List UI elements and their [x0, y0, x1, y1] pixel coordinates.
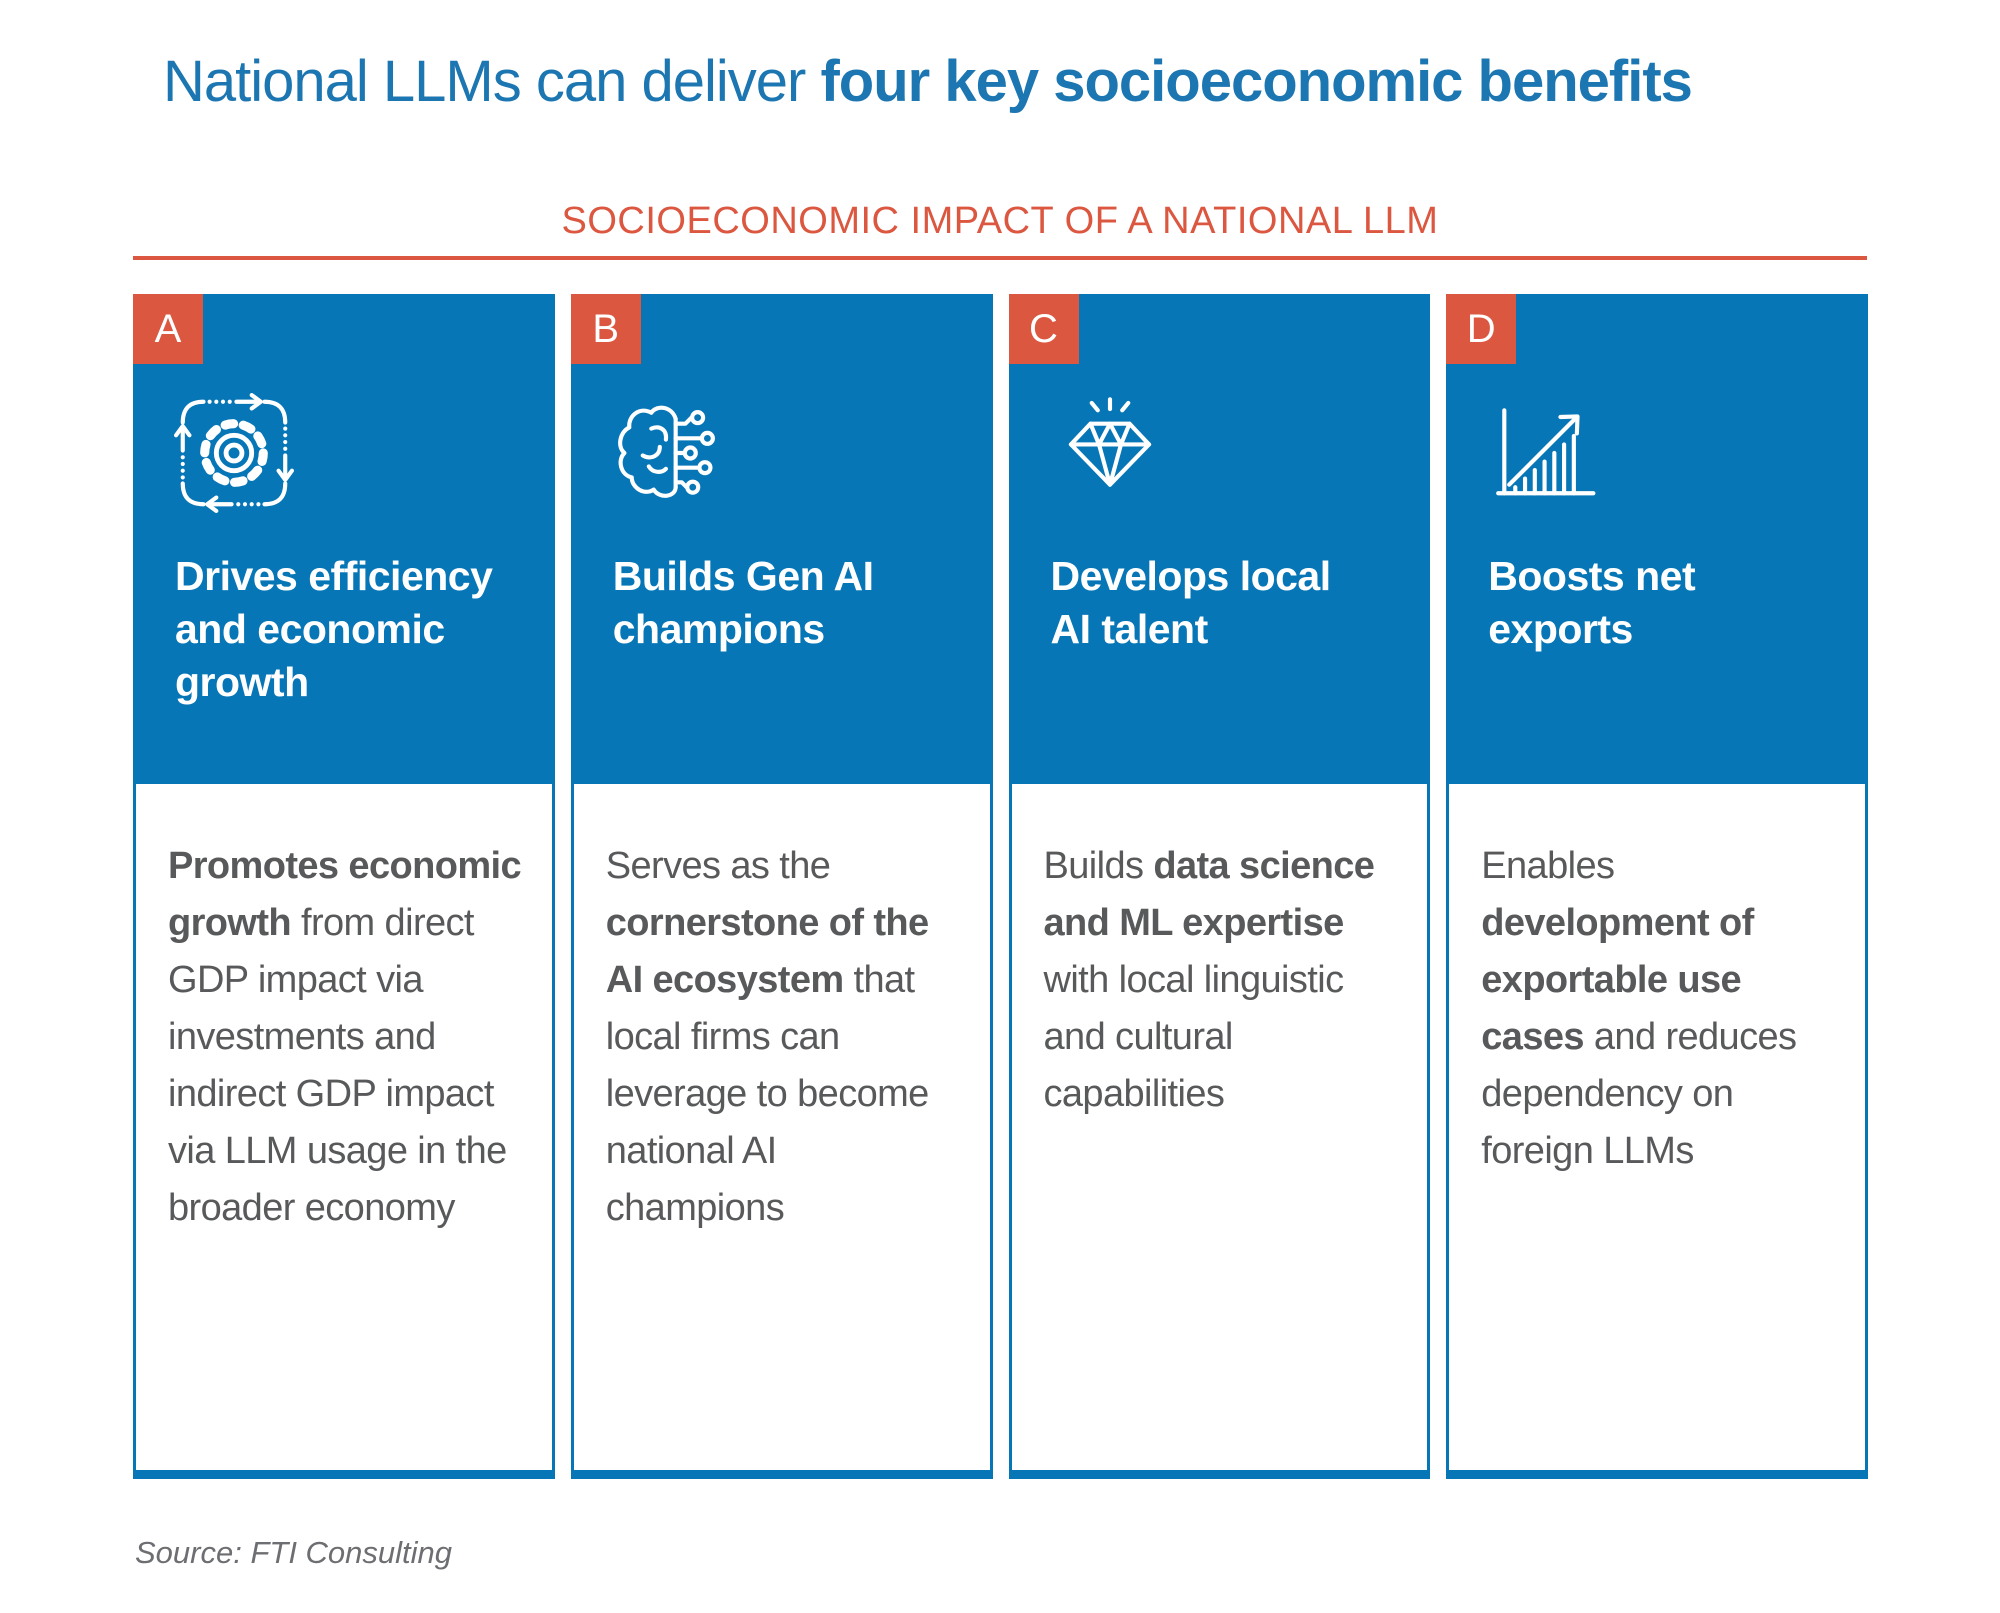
- page-title-regular: National LLMs can deliver: [163, 49, 821, 114]
- card-title-line: Drives efficiency: [175, 553, 493, 599]
- ai-brain-icon: [617, 405, 715, 498]
- description-emphasis: data science and ML expertise: [1043, 845, 1375, 944]
- card-title: Drives efficiency and economic growth: [175, 550, 539, 709]
- description-text: Serves as the: [605, 845, 831, 887]
- process-cycle-icon: [173, 392, 295, 514]
- card-description: Serves as the cornerstone of the AI ecos…: [574, 784, 990, 1237]
- growth-chart-icon: [1496, 408, 1596, 496]
- description-emphasis: development of exportable use cases: [1481, 902, 1754, 1058]
- description-text: with local linguistic and cultural capab…: [1043, 959, 1345, 1115]
- benefit-cards: A: [133, 294, 1868, 1479]
- benefit-card-b: B: [570, 294, 993, 1479]
- card-label: C: [1008, 294, 1079, 364]
- card-title-line: champions: [612, 606, 825, 652]
- card-header: B: [570, 294, 993, 784]
- card-title-line: growth: [175, 659, 309, 705]
- card-description: Enables development of exportable use ca…: [1449, 784, 1865, 1180]
- card-description: Builds data science and ML expertise wit…: [1012, 784, 1428, 1123]
- card-title: Develops local AI talent: [1051, 550, 1415, 656]
- benefit-card-c: C Develops local AI talent: [1008, 294, 1431, 1479]
- card-title-line: exports: [1488, 606, 1633, 652]
- source-note: Source: FTI Consulting: [135, 1535, 453, 1570]
- card-header: D: [1446, 294, 1868, 784]
- card-label: D: [1446, 294, 1517, 364]
- card-title-line: Develops local: [1050, 553, 1332, 599]
- card-header: C Develops local AI talent: [1008, 294, 1431, 784]
- card-description: Promotes economic growth from direct GDP…: [136, 784, 552, 1237]
- card-label: A: [133, 294, 203, 364]
- description-emphasis: Promotes economic growth: [168, 845, 522, 944]
- description-text: from direct GDP impact via investments a…: [168, 902, 507, 1229]
- benefit-card-a: A: [133, 294, 555, 1479]
- card-title: Boosts net exports: [1488, 550, 1852, 656]
- card-title-line: AI talent: [1050, 606, 1209, 652]
- description-emphasis: cornerstone of the AI ecosystem: [605, 902, 929, 1001]
- divider-rule: [133, 256, 1867, 260]
- diamond-icon: [1068, 397, 1151, 487]
- card-label: B: [570, 294, 641, 364]
- card-title-line: and economic: [175, 606, 445, 652]
- section-heading: SOCIOECONOMIC IMPACT OF A NATIONAL LLM: [561, 200, 1439, 242]
- description-text: that local firms can leverage to become …: [605, 959, 930, 1229]
- description-text: Builds: [1043, 845, 1154, 887]
- card-title-line: Builds Gen AI: [612, 553, 874, 599]
- page-title-bold: four key socioeconomic benefits: [820, 49, 1692, 114]
- card-title-line: Boosts net: [1488, 553, 1696, 599]
- benefit-card-d: D: [1446, 294, 1868, 1479]
- description-text: and reduces dependency on foreign LLMs: [1481, 1016, 1797, 1172]
- page-title: National LLMs can deliver four key socio…: [163, 48, 1693, 115]
- card-header: A: [133, 294, 555, 784]
- description-text: Enables: [1481, 845, 1615, 887]
- card-title: Builds Gen AI champions: [613, 550, 977, 656]
